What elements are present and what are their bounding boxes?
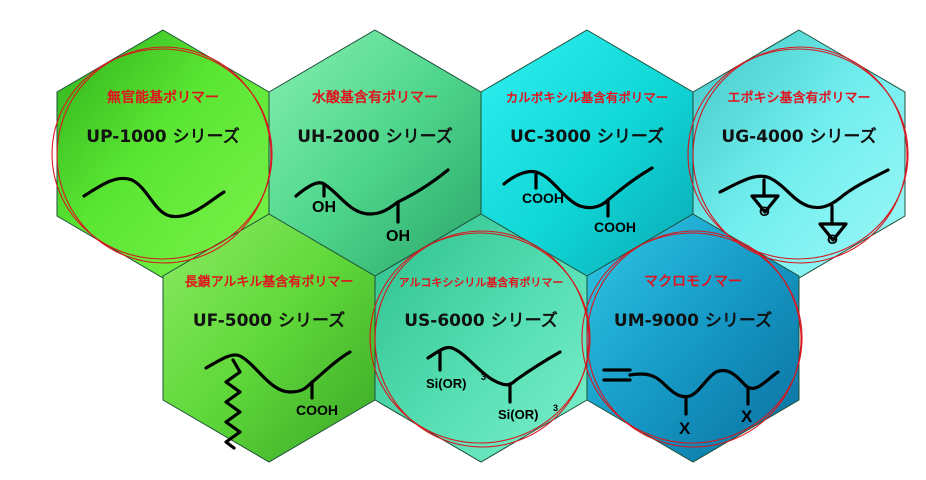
- structure-um: X X: [602, 368, 780, 438]
- highlight-ring-up-2: [56, 46, 272, 264]
- polymer-chain-uh: [294, 168, 450, 216]
- structure-uc: COOH COOH: [502, 166, 654, 235]
- silyl-subscript-1: 3: [481, 372, 486, 382]
- epoxy-oxygen-1: O: [759, 203, 770, 219]
- highlight-ring-um-1: [581, 232, 803, 444]
- structure-uh: OH OH: [294, 168, 450, 245]
- hexagon-um: [586, 213, 800, 463]
- highlight-ring-up-1: [51, 48, 273, 260]
- hexagon-title-um: マクロモノマー: [644, 274, 742, 290]
- hexagon-title-up: 無官能基ポリマー: [107, 89, 219, 106]
- series-name-uf: UF-5000 シリーズ: [193, 310, 345, 331]
- highlight-ring-us-2: [374, 230, 590, 448]
- silyl-label-1: Si(OR): [426, 376, 466, 391]
- polymer-chain-uc: [502, 166, 654, 210]
- series-name-um: UM-9000 シリーズ: [614, 310, 772, 331]
- hydroxyl-label-2: OH: [386, 228, 410, 245]
- polymer-chain-us: [426, 345, 562, 387]
- hydroxyl-label-1: OH: [312, 199, 336, 216]
- epoxy-ring-1: [750, 194, 780, 214]
- hexagon-title-uf: 長鎖アルキル基含有ポリマー: [185, 274, 354, 290]
- series-name-up: UP-1000 シリーズ: [86, 126, 239, 147]
- series-name-uc: UC-3000 シリーズ: [510, 126, 664, 147]
- label-layer: 無官能基ポリマー UP-1000 シリーズ 水酸基含有ポリマー UH-2000 シリー…: [86, 89, 876, 331]
- substituent-x-1: X: [679, 419, 691, 438]
- polymer-chain-ug: [718, 168, 890, 210]
- hexagon-title-us: アルコキシシリル基含有ポリマー: [399, 275, 564, 289]
- hexagon-layer: [56, 29, 906, 463]
- structure-layer: OH OH COOH COOH O O COOH: [82, 166, 890, 450]
- highlight-ring-us-1: [369, 232, 591, 444]
- highlight-ring-layer: [51, 46, 909, 448]
- polymer-chain-uf: [204, 350, 352, 394]
- epoxy-oxygen-2: O: [827, 231, 838, 247]
- carboxyl-label-1: COOH: [522, 190, 564, 206]
- epoxy-ring-2: [818, 222, 848, 242]
- silyl-subscript-2: 3: [553, 403, 558, 413]
- series-name-ug: UG-4000 シリーズ: [721, 126, 876, 147]
- substituent-x-2: X: [741, 407, 753, 426]
- carboxyl-label-2: COOH: [594, 219, 636, 235]
- structure-uf: COOH: [204, 350, 352, 450]
- hexagon-title-uh: 水酸基含有ポリマー: [312, 89, 438, 106]
- structure-us: Si(OR) 3 Si(OR) 3: [426, 345, 562, 422]
- highlight-ring-um-2: [586, 230, 802, 448]
- carboxyl-label-uf: COOH: [296, 402, 338, 418]
- hexagon-title-uc: カルボキシル基含有ポリマー: [506, 90, 669, 105]
- polymer-chain-up: [82, 176, 226, 219]
- alkyl-side-chain: [224, 358, 242, 450]
- hexagon-title-ug: エポキシ基含有ポリマー: [727, 90, 870, 106]
- series-name-uh: UH-2000 シリーズ: [297, 126, 452, 147]
- series-name-us: US-6000 シリーズ: [404, 310, 558, 331]
- highlight-ring-ug-1: [687, 48, 909, 260]
- structure-ug: O O: [718, 168, 890, 247]
- structure-up: [82, 176, 226, 219]
- silyl-label-2: Si(OR): [498, 407, 538, 422]
- highlight-ring-ug-2: [692, 46, 908, 264]
